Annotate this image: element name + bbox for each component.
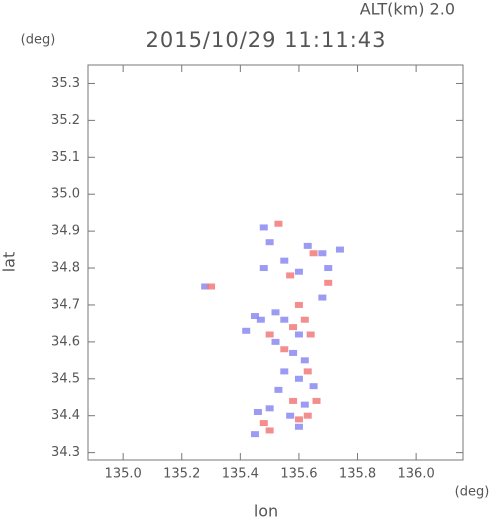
data-point (265, 239, 274, 246)
data-point (207, 283, 216, 290)
data-point (294, 423, 303, 430)
data-point (300, 357, 309, 364)
data-point (242, 327, 251, 334)
data-point (312, 397, 321, 404)
y-tick-label: 34.3 (51, 445, 80, 460)
data-point (253, 409, 262, 416)
data-point (265, 405, 274, 412)
data-point (294, 375, 303, 382)
y-tick-label: 35.1 (51, 150, 80, 165)
data-point (259, 265, 268, 272)
plot-frame (87, 64, 464, 461)
y-tick-label: 34.6 (51, 334, 80, 349)
data-point (300, 316, 309, 323)
y-tick-label: 34.7 (51, 297, 80, 312)
data-point (294, 268, 303, 275)
y-tick-label: 34.5 (51, 371, 80, 386)
data-point (280, 316, 289, 323)
x-tick-label: 136.0 (398, 467, 435, 482)
data-point (303, 368, 312, 375)
data-point (324, 279, 333, 286)
y-axis-label: lat (0, 252, 19, 273)
x-tick-label: 135.0 (105, 467, 142, 482)
y-tick-label: 35.3 (51, 76, 80, 91)
data-point (286, 272, 295, 279)
data-point (286, 412, 295, 419)
data-point (280, 257, 289, 264)
data-point (201, 283, 210, 290)
y-tick-label: 34.8 (51, 261, 80, 276)
data-point (265, 427, 274, 434)
chart-title: 2015/10/29 11:11:43 (145, 28, 386, 52)
data-point (318, 250, 327, 257)
x-tick-label: 135.6 (280, 467, 317, 482)
y-tick-label: 34.9 (51, 224, 80, 239)
x-tick-label: 135.4 (222, 467, 259, 482)
data-point (250, 431, 259, 438)
y-unit: (deg) (21, 33, 56, 48)
data-point (303, 242, 312, 249)
data-point (271, 338, 280, 345)
data-point (280, 368, 289, 375)
data-point (271, 309, 280, 316)
data-point (280, 346, 289, 353)
data-point (318, 294, 327, 301)
x-tick-label: 135.2 (163, 467, 200, 482)
y-tick-label: 35.0 (51, 187, 80, 202)
data-point (309, 383, 318, 390)
data-point (294, 416, 303, 423)
data-point (289, 324, 298, 331)
x-unit: (deg) (455, 485, 490, 500)
x-tick-label: 135.8 (339, 467, 376, 482)
data-point (250, 313, 259, 320)
data-point (289, 349, 298, 356)
data-point (265, 331, 274, 338)
data-point (274, 220, 283, 227)
data-point (256, 316, 265, 323)
data-point (289, 397, 298, 404)
y-tick-label: 35.2 (51, 113, 80, 128)
data-point (259, 224, 268, 231)
data-point (335, 246, 344, 253)
data-point (300, 401, 309, 408)
data-point (309, 250, 318, 257)
data-point (303, 412, 312, 419)
y-tick-label: 34.4 (51, 408, 80, 423)
data-point (294, 301, 303, 308)
data-point (324, 265, 333, 272)
data-point (294, 331, 303, 338)
x-axis-label: lon (254, 502, 278, 521)
chart-subtitle: ALT(km) 2.0 (360, 0, 455, 19)
data-point (274, 386, 283, 393)
data-point (259, 420, 268, 427)
data-point (306, 331, 315, 338)
